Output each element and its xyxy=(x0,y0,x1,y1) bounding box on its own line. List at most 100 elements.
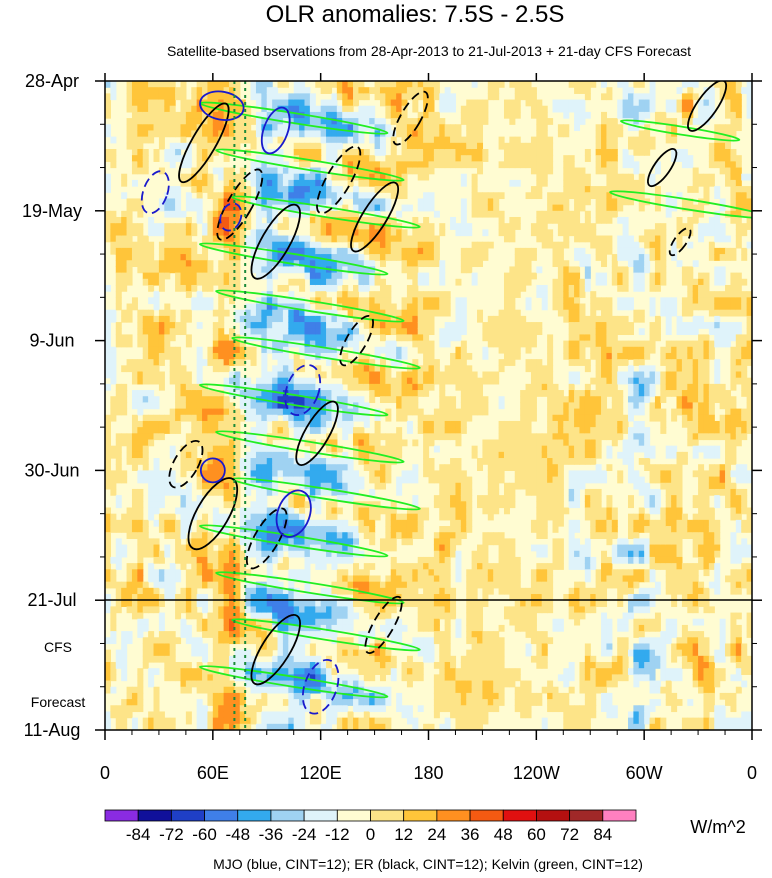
anomaly-cell xyxy=(229,501,235,509)
anomaly-cell xyxy=(261,167,268,175)
anomaly-cell xyxy=(255,167,262,175)
anomaly-cell xyxy=(207,260,214,268)
anomaly-cell xyxy=(433,606,440,614)
anomaly-cell xyxy=(196,87,203,94)
anomaly-cell xyxy=(374,210,381,218)
anomaly-cell xyxy=(234,136,241,144)
anomaly-cell xyxy=(358,581,365,589)
anomaly-cell xyxy=(282,538,289,546)
anomaly-cell xyxy=(148,402,155,410)
anomaly-cell xyxy=(234,359,241,366)
anomaly-cell xyxy=(315,526,322,533)
anomaly-cell xyxy=(229,476,235,484)
anomaly-cell xyxy=(261,451,268,459)
anomaly-cell xyxy=(191,284,198,292)
anomaly-cell xyxy=(196,198,203,206)
anomaly-cell xyxy=(255,118,262,125)
anomaly-cell xyxy=(374,291,381,298)
anomaly-cell xyxy=(353,699,360,706)
anomaly-cell xyxy=(326,488,333,496)
anomaly-cell xyxy=(137,606,144,614)
anomaly-cell xyxy=(229,624,235,632)
anomaly-cell xyxy=(277,612,284,620)
anomaly-cell xyxy=(202,594,209,601)
anomaly-cell xyxy=(282,612,289,620)
anomaly-cell xyxy=(288,297,295,305)
anomaly-cell xyxy=(131,686,138,694)
anomaly-cell xyxy=(455,408,462,416)
anomaly-cell xyxy=(185,550,192,558)
anomaly-cell xyxy=(131,105,138,113)
anomaly-cell xyxy=(148,241,155,249)
anomaly-cell xyxy=(261,414,268,422)
anomaly-cell xyxy=(212,643,219,651)
anomaly-cell xyxy=(153,322,160,329)
anomaly-cell xyxy=(261,260,268,268)
anomaly-cell xyxy=(353,594,360,601)
anomaly-cell xyxy=(439,649,446,657)
anomaly-cell xyxy=(379,303,386,311)
anomaly-cell xyxy=(180,99,187,107)
anomaly-cell xyxy=(455,538,462,546)
anomaly-cell xyxy=(234,662,241,669)
anomaly-cell xyxy=(433,371,440,379)
anomaly-cell xyxy=(207,229,214,237)
anomaly-cell xyxy=(105,556,111,564)
anomaly-cell xyxy=(207,414,214,422)
anomaly-cell xyxy=(423,439,430,447)
anomaly-cell xyxy=(417,346,424,354)
anomaly-cell xyxy=(309,99,316,107)
anomaly-cell xyxy=(218,680,225,688)
anomaly-cell xyxy=(390,624,397,632)
anomaly-cell xyxy=(169,87,176,94)
anomaly-cell xyxy=(293,396,300,404)
anomaly-cell xyxy=(309,402,316,410)
anomaly-cell xyxy=(212,390,219,397)
anomaly-cell xyxy=(336,655,343,663)
anomaly-cell xyxy=(266,439,273,447)
anomaly-cell xyxy=(358,148,365,156)
anomaly-cell xyxy=(363,111,370,119)
anomaly-cell xyxy=(428,291,435,298)
anomaly-cell xyxy=(326,680,333,688)
anomaly-cell xyxy=(304,198,311,206)
anomaly-cell xyxy=(191,173,198,181)
anomaly-cell xyxy=(331,439,338,447)
anomaly-cell xyxy=(396,179,403,187)
anomaly-cell xyxy=(428,322,435,329)
anomaly-cell xyxy=(444,680,451,688)
anomaly-cell xyxy=(223,631,230,638)
anomaly-cell xyxy=(234,309,241,317)
anomaly-cell xyxy=(261,241,268,249)
anomaly-cell xyxy=(196,266,203,274)
anomaly-cell xyxy=(212,680,219,688)
anomaly-cell xyxy=(207,216,214,224)
anomaly-cell xyxy=(385,124,392,132)
anomaly-cell xyxy=(309,186,316,193)
anomaly-cell xyxy=(331,247,338,255)
anomaly-cell xyxy=(320,692,327,700)
anomaly-cell xyxy=(385,532,392,539)
anomaly-cell xyxy=(250,198,257,206)
anomaly-cell xyxy=(379,686,386,694)
anomaly-cell xyxy=(417,556,424,564)
anomaly-cell xyxy=(390,458,397,465)
anomaly-cell xyxy=(126,309,133,317)
anomaly-cell xyxy=(336,340,343,348)
anomaly-cell xyxy=(385,284,392,292)
anomaly-cell xyxy=(142,111,149,119)
anomaly-cell xyxy=(137,612,144,620)
anomaly-cell xyxy=(315,204,322,212)
anomaly-cell xyxy=(455,439,462,447)
anomaly-cell xyxy=(406,254,413,261)
anomaly-cell xyxy=(212,359,219,366)
anomaly-cell xyxy=(460,210,467,218)
anomaly-cell xyxy=(396,433,403,441)
anomaly-cell xyxy=(299,662,306,669)
anomaly-cell xyxy=(212,223,219,230)
anomaly-cell xyxy=(412,408,419,416)
anomaly-cell xyxy=(320,662,327,669)
anomaly-cell xyxy=(433,711,440,719)
anomaly-cell xyxy=(282,315,289,323)
anomaly-cell xyxy=(131,390,138,397)
